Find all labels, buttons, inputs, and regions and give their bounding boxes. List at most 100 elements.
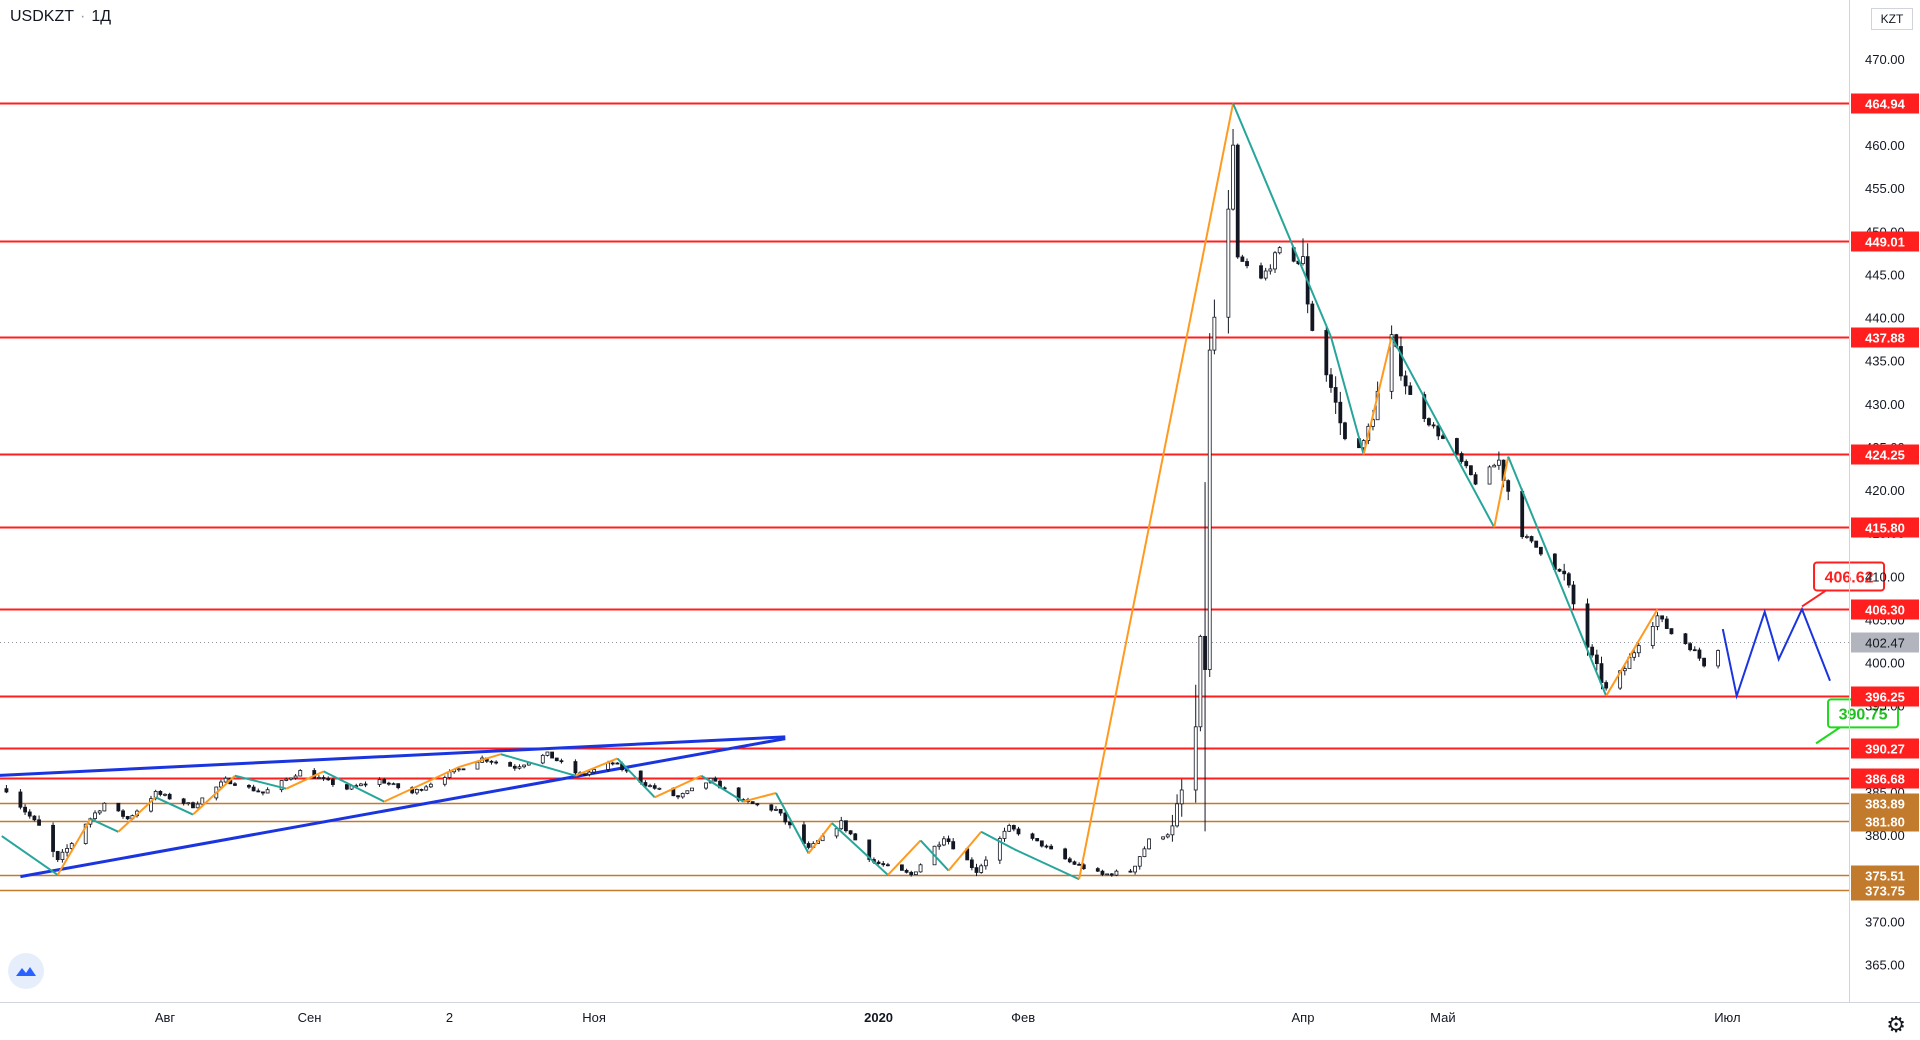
x-tick-label: Июл — [1714, 1010, 1740, 1025]
candle-body — [867, 839, 872, 860]
candle-body — [284, 778, 289, 781]
candle-body — [1632, 652, 1637, 658]
gear-icon[interactable]: ⚙ — [1886, 1012, 1906, 1037]
tradingview-logo[interactable] — [8, 953, 44, 989]
candle-body — [1524, 536, 1529, 538]
candle-body — [344, 784, 349, 790]
candle-body — [1301, 256, 1305, 265]
candle-body — [256, 790, 261, 793]
candle-body — [997, 838, 1002, 861]
candle-body — [1268, 268, 1273, 272]
zigzag-segment — [654, 774, 702, 799]
y-tick-label: 380.00 — [1865, 828, 1905, 843]
candle-body — [1179, 789, 1184, 805]
price-axis[interactable]: 470.00465.00460.00455.00450.00445.00440.… — [1865, 52, 1905, 973]
level-label: 381.80 — [1865, 815, 1905, 830]
level-label-bg — [1851, 327, 1919, 348]
candle-body — [153, 791, 158, 800]
candle-body — [1212, 316, 1217, 351]
candle-body — [913, 871, 918, 876]
time-axis[interactable]: Авг Сен 2 Ноя 2020 Фев Апр Май Июл — [155, 1010, 1741, 1025]
candle-body — [1473, 474, 1478, 485]
candle-body — [1263, 270, 1268, 279]
callout-pointer — [1801, 589, 1827, 608]
candle-body — [55, 851, 60, 860]
candle-body — [279, 780, 284, 791]
currency-badge[interactable]: KZT — [1871, 8, 1913, 30]
candle-body — [102, 802, 107, 812]
candle-body — [1011, 825, 1016, 830]
candle-body — [1403, 375, 1408, 387]
zigzag-segment — [1362, 336, 1393, 455]
candle-body — [951, 841, 956, 850]
candle-body — [326, 777, 331, 781]
candle-body — [517, 766, 522, 769]
candle-body — [704, 782, 708, 789]
zigzag-segment — [323, 770, 385, 803]
candle-body — [358, 783, 363, 787]
candle-body — [414, 789, 419, 794]
zigzag-segment — [616, 757, 656, 798]
candle-body — [736, 787, 741, 801]
candle-body — [1277, 247, 1282, 254]
level-label: 437.88 — [1865, 331, 1905, 346]
candle-body — [1226, 208, 1231, 318]
candle-body — [1716, 650, 1720, 667]
candle-body — [983, 859, 988, 867]
interval-label[interactable]: 1Д — [91, 8, 112, 25]
projection-path — [1721, 606, 1831, 700]
trendline[interactable] — [0, 735, 786, 777]
candle-body — [363, 783, 368, 786]
zigzag-segment — [775, 792, 810, 854]
candle-body — [690, 787, 694, 792]
candle-body — [83, 823, 88, 844]
candle-body — [1636, 645, 1641, 654]
x-tick-label: Сен — [298, 1010, 322, 1025]
candle-body — [1142, 848, 1147, 858]
candle-body — [1007, 825, 1012, 832]
candle-body — [233, 783, 237, 786]
projection-line[interactable] — [1721, 606, 1831, 700]
candle-body — [680, 793, 685, 798]
candle-body — [1464, 461, 1469, 467]
candle-body — [1147, 838, 1151, 850]
candle-body — [909, 871, 914, 876]
candle-body — [116, 802, 121, 812]
current-price-bg — [1851, 632, 1919, 653]
candle-body — [1207, 349, 1212, 670]
candle-body — [904, 869, 909, 873]
candle-body — [876, 861, 881, 864]
zigzag-segment — [192, 774, 236, 816]
candle-body — [573, 761, 578, 774]
trendlines — [0, 735, 786, 879]
candle-body — [1571, 584, 1576, 605]
y-tick-label: 445.00 — [1865, 267, 1905, 282]
candle-body — [261, 791, 265, 794]
zigzag-segment — [1078, 103, 1235, 880]
zigzag-segment — [1390, 336, 1496, 528]
candle-body — [559, 760, 564, 763]
y-tick-label: 470.00 — [1865, 52, 1905, 67]
candle-body — [442, 777, 447, 785]
candle-body — [713, 777, 718, 782]
candle-body — [545, 751, 550, 756]
symbol-name[interactable]: USDKZT — [10, 8, 74, 25]
candle-body — [1039, 840, 1044, 847]
trendline[interactable] — [20, 737, 786, 879]
candle-body — [755, 803, 760, 806]
candle-body — [158, 791, 163, 795]
candle-body — [508, 762, 513, 767]
candle-body — [289, 777, 293, 780]
candle-body — [540, 754, 545, 764]
candle-body — [1669, 628, 1674, 635]
candle-body — [1109, 873, 1114, 876]
candle-body — [1170, 825, 1175, 836]
candle-body — [652, 785, 657, 789]
candle-body — [1622, 668, 1627, 672]
y-tick-label: 440.00 — [1865, 311, 1905, 326]
level-label: 373.75 — [1865, 884, 1905, 899]
candle-body — [1035, 838, 1040, 842]
candle-body — [1203, 635, 1207, 670]
